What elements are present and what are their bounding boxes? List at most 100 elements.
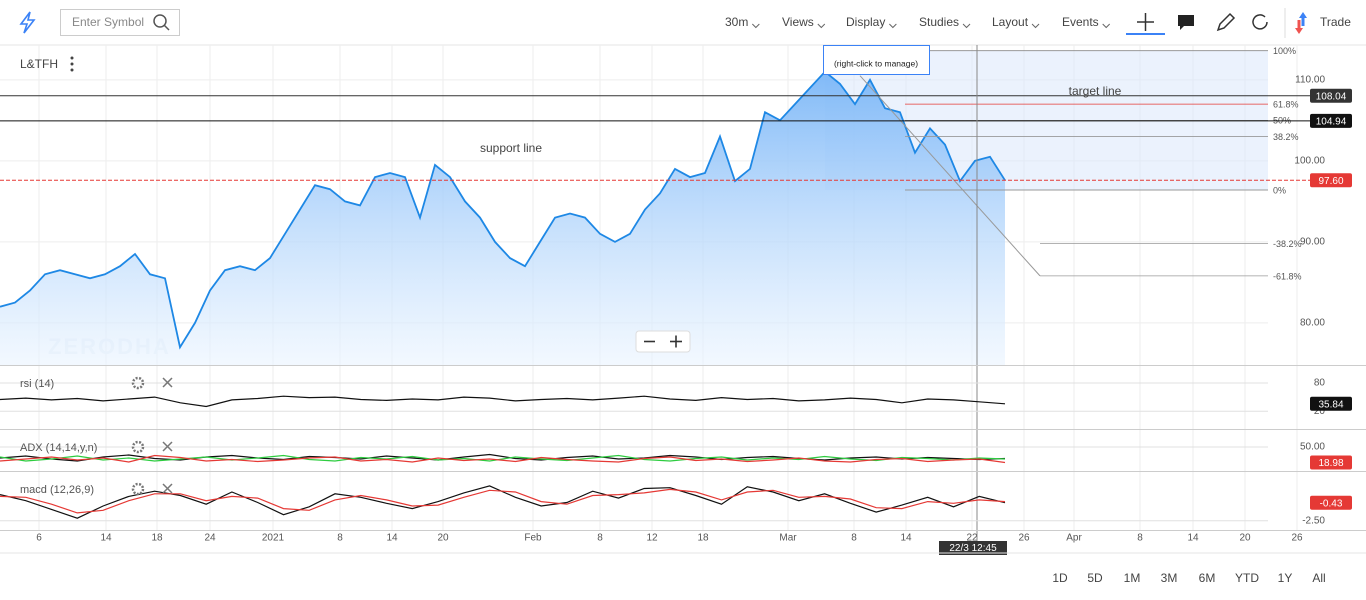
y-tick-label: 110.00 [1295,74,1325,85]
menu-item[interactable]: Display [846,15,885,29]
price-badge [1310,113,1352,128]
price-line [0,70,1006,350]
search-icon[interactable] [153,14,170,31]
remove-icon[interactable] [162,441,173,452]
menu-item[interactable]: Studies [919,15,959,29]
x-tick-label: 8 [337,533,343,544]
symbol-label: L&TFH [20,57,58,71]
settings-icon[interactable] [131,440,145,454]
price-badge-label: 104.94 [1316,116,1347,127]
x-tick-label: 14 [386,533,398,544]
range-button[interactable]: 5D [1087,571,1103,585]
y-tick-label: 80 [1314,378,1326,389]
value-badge [1310,495,1352,510]
x-tick-label: 20 [1239,533,1251,544]
x-tick-label: 12 [646,533,658,544]
crosshair-tool[interactable] [1137,13,1154,31]
indicator-title: macd (12,26,9) [20,484,94,496]
range-bar: 1D 5D 1M 3M 6M YTD 1Y All [1052,571,1325,585]
settings-icon[interactable] [131,482,145,496]
fib-level-label: -61.8% [1273,271,1302,281]
tooltip-box [823,45,930,75]
x-tick-label: 8 [1137,533,1143,544]
indicator-line [0,453,1006,462]
search-icon-handle [163,24,170,31]
settings-icon[interactable] [131,376,145,390]
price-badge [1310,173,1352,188]
menu-chevron [751,23,760,29]
y-tick-label: 90.00 [1300,237,1325,248]
search-box[interactable] [60,9,180,36]
price-area [0,71,1005,365]
menu-chevron [1031,23,1040,29]
x-tick-label: 8 [597,533,603,544]
remove-icon[interactable] [162,483,173,494]
indicator-line [0,454,1006,464]
trade-up-arrow[interactable] [1299,12,1307,26]
value-badge-label: 35.84 [1318,399,1343,410]
trade-down-arrow[interactable] [1295,20,1303,34]
range-button[interactable]: All [1312,571,1325,585]
y-tick-label: -2.50 [1302,515,1325,526]
x-tick-label: 18 [697,533,709,544]
x-tick-label: 18 [151,533,163,544]
menu-item[interactable]: Views [782,15,814,29]
zoom-in[interactable] [670,335,682,348]
menu-chevron [1102,23,1111,29]
x-tick-label: 14 [100,533,112,544]
tooltip-text: (right-click to manage) [834,58,918,68]
x-tick-label: 20 [437,533,449,544]
y-tick-label: 100.00 [1294,155,1325,166]
annotation: target line [1069,84,1122,98]
x-tick-label: 14 [900,533,912,544]
refresh-icon[interactable] [1252,14,1268,30]
value-badge-label: -0.43 [1320,498,1343,509]
y-tick-label: 50.00 [1300,442,1325,453]
trade-button[interactable]: Trade [1320,15,1351,29]
range-button[interactable]: 1M [1124,571,1141,585]
remove-icon[interactable] [162,377,173,388]
menu-chevron [817,23,826,29]
dot [70,68,74,72]
pencil-icon[interactable] [1216,12,1236,32]
comment-icon[interactable] [1178,15,1194,30]
range-button[interactable]: 1D [1052,571,1068,585]
menu-item[interactable]: 30m [725,15,748,29]
fib-level-label: 100% [1273,46,1296,56]
indicator-line [0,454,1006,462]
value-badge [1310,396,1352,411]
price-badge [1310,88,1352,103]
range-button[interactable]: 1Y [1278,571,1293,585]
chart-area: 6 14 18 24 2021 8 14 20 Feb 8 12 18 Mar 8 14 22 26 Apr 8 14… [0,45,1366,555]
x-tick-label: 22 [966,533,978,544]
menu-item[interactable]: Events [1062,15,1099,29]
x-tick-label: 24 [204,533,216,544]
logo-icon[interactable] [19,11,36,34]
menu-item[interactable]: Layout [992,15,1029,29]
indicator-line [0,395,1006,408]
indicator-line [0,488,1006,514]
x-tick-label: 6 [36,533,42,544]
dot [70,56,74,60]
menu-chevron [962,23,971,29]
price-badge-label: 97.60 [1318,176,1343,187]
search-placeholder: Enter Symbol [72,15,144,29]
symbol-menu[interactable] [70,56,74,72]
x-tick-label: Apr [1066,533,1082,544]
x-tick-label: 14 [1187,533,1199,544]
range-button[interactable]: 6M [1199,571,1216,585]
indicator-title: rsi (14) [20,378,54,390]
x-tick-label: 26 [1018,533,1030,544]
menu-chevron [889,23,897,29]
crosshair-label: 22/3 12:45 [949,543,997,554]
dot [70,62,74,66]
range-button[interactable]: YTD [1235,571,1259,585]
indicator-title: ADX (14,14,y,n) [20,442,97,454]
fib-level-label: -38.2% [1273,239,1302,249]
value-badge-label: 18.98 [1318,458,1343,469]
range-button[interactable]: 3M [1161,571,1178,585]
annotation: support line [480,141,542,155]
value-badge [1310,455,1352,470]
